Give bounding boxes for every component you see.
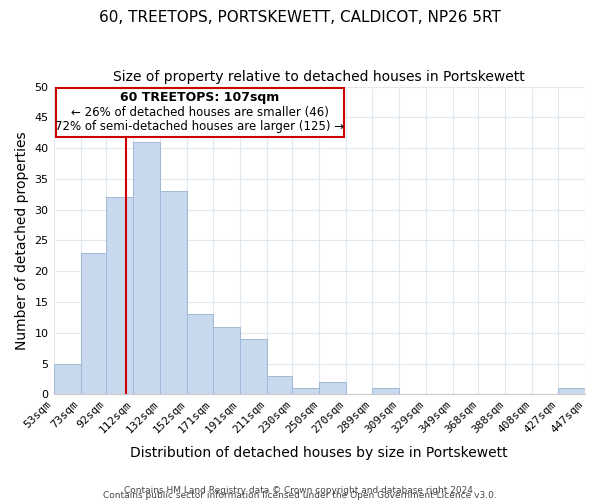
Text: Contains HM Land Registry data © Crown copyright and database right 2024.: Contains HM Land Registry data © Crown c… (124, 486, 476, 495)
FancyBboxPatch shape (56, 88, 344, 137)
Bar (558, 388, 585, 394)
Title: Size of property relative to detached houses in Portskewett: Size of property relative to detached ho… (113, 70, 525, 84)
Text: Contains public sector information licensed under the Open Government Licence v3: Contains public sector information licen… (103, 491, 497, 500)
Bar (239, 339, 266, 394)
Bar (187, 314, 213, 394)
Y-axis label: Number of detached properties: Number of detached properties (15, 131, 29, 350)
Bar (106, 198, 133, 394)
Bar (319, 382, 346, 394)
Bar (266, 376, 292, 394)
Text: 60 TREETOPS: 107sqm: 60 TREETOPS: 107sqm (120, 91, 280, 104)
Bar (53, 364, 80, 394)
X-axis label: Distribution of detached houses by size in Portskewett: Distribution of detached houses by size … (130, 446, 508, 460)
Bar (292, 388, 319, 394)
Bar (133, 142, 160, 395)
Bar (372, 388, 399, 394)
Bar (160, 191, 187, 394)
Bar (213, 326, 239, 394)
Text: ← 26% of detached houses are smaller (46): ← 26% of detached houses are smaller (46… (71, 106, 329, 119)
Bar (80, 252, 106, 394)
Text: 60, TREETOPS, PORTSKEWETT, CALDICOT, NP26 5RT: 60, TREETOPS, PORTSKEWETT, CALDICOT, NP2… (99, 10, 501, 25)
Text: 72% of semi-detached houses are larger (125) →: 72% of semi-detached houses are larger (… (55, 120, 344, 133)
